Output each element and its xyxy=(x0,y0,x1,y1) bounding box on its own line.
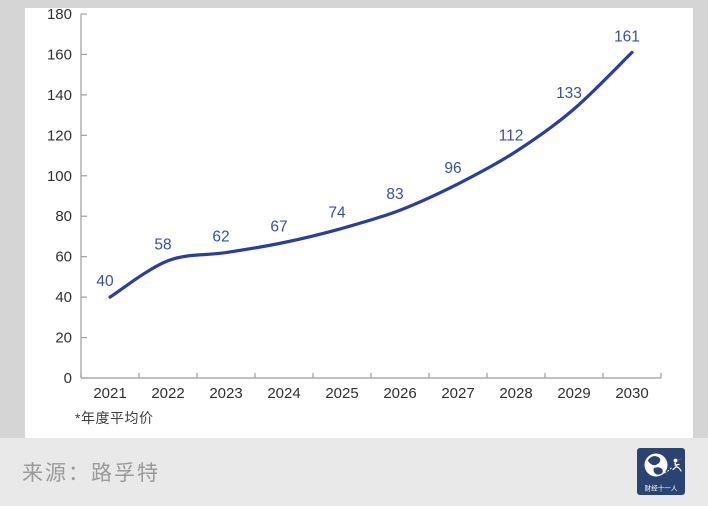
y-axis-ticks: 0 20 40 60 80 100 120 140 160 180 xyxy=(47,8,87,387)
x-axis-ticks: 2021 2022 2023 2024 2025 2026 2027 2028 2029 2030 xyxy=(80,373,662,402)
svg-text:133: 133 xyxy=(556,85,582,102)
svg-text:120: 120 xyxy=(47,127,72,144)
source-label: 来源：路孚特 xyxy=(22,462,160,485)
svg-text:40: 40 xyxy=(96,273,114,290)
svg-text:2028: 2028 xyxy=(499,385,532,402)
svg-text:67: 67 xyxy=(270,219,287,236)
svg-text:2025: 2025 xyxy=(325,385,358,402)
svg-text:2029: 2029 xyxy=(557,385,590,402)
logo-dash-line xyxy=(663,466,673,474)
brand-logo: 财经十一人 xyxy=(637,448,685,495)
svg-text:60: 60 xyxy=(55,249,72,266)
svg-text:20: 20 xyxy=(55,330,72,347)
svg-text:2022: 2022 xyxy=(151,385,184,402)
data-labels: 40 58 62 67 74 83 96 112 133 161 xyxy=(96,28,640,290)
svg-text:2030: 2030 xyxy=(615,385,648,402)
svg-text:83: 83 xyxy=(386,186,403,203)
svg-text:80: 80 xyxy=(55,208,72,225)
svg-text:2023: 2023 xyxy=(209,385,242,402)
svg-text:100: 100 xyxy=(47,168,72,185)
runner-icon xyxy=(672,458,682,472)
svg-text:160: 160 xyxy=(47,46,72,63)
svg-text:2021: 2021 xyxy=(93,385,126,402)
svg-text:2027: 2027 xyxy=(441,385,474,402)
logo-text: 财经十一人 xyxy=(645,484,678,493)
chart-footnote: *年度平均价 xyxy=(75,410,154,426)
svg-text:161: 161 xyxy=(614,28,640,45)
svg-text:2024: 2024 xyxy=(267,385,300,402)
svg-text:40: 40 xyxy=(55,289,72,306)
svg-text:62: 62 xyxy=(212,229,229,246)
svg-text:0: 0 xyxy=(64,370,72,387)
chart-card: 0 20 40 60 80 100 120 140 160 180 2021 2022 2023 2024… xyxy=(25,8,693,438)
line-chart: 0 20 40 60 80 100 120 140 160 180 2021 2022 2023 2024… xyxy=(47,8,662,402)
svg-text:58: 58 xyxy=(154,237,171,254)
svg-text:112: 112 xyxy=(499,128,524,145)
svg-text:180: 180 xyxy=(47,8,72,23)
footer-bar: 来源：路孚特 财经十一人 xyxy=(0,438,708,506)
globe-icon xyxy=(644,453,668,477)
axes xyxy=(80,14,661,379)
svg-text:96: 96 xyxy=(444,160,461,177)
series-line xyxy=(108,50,634,299)
svg-text:2026: 2026 xyxy=(383,385,416,402)
svg-text:74: 74 xyxy=(328,204,346,221)
svg-text:140: 140 xyxy=(47,87,72,104)
brand-logo-graphic: 财经十一人 xyxy=(637,448,685,495)
